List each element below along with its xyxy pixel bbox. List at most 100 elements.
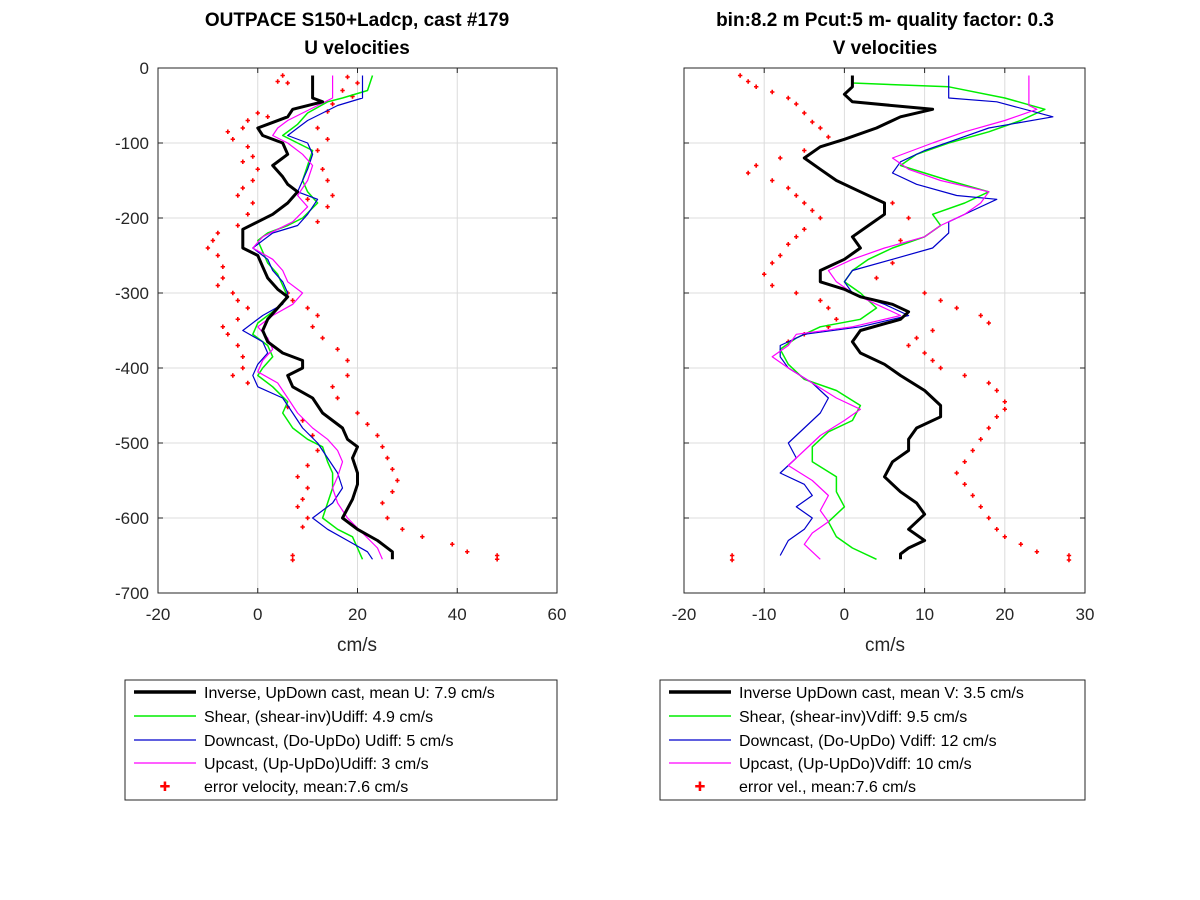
v-error-point [1066,553,1072,558]
v-legend-shear: Shear, (shear-inv)Vdiff: 9.5 cm/s [739,709,967,726]
u-error-point [380,500,385,506]
u-error-point [235,223,240,228]
v-error-point [753,84,759,89]
v-error-point [794,290,799,296]
v-error-point [954,305,959,311]
u-legend-shear: Shear, (shear-inv)Udiff: 4.9 cm/s [204,709,433,726]
v-error-point [745,170,751,176]
u-x-tick-label: 40 [448,605,467,624]
u-error-point [255,167,260,172]
v-error-point [994,388,999,393]
u-legend-upcast: Upcast, (Up-UpDo)Udiff: 3 cm/s [204,756,429,773]
u-error-point [380,444,385,449]
v-error-points [729,73,1072,563]
u-error-point [215,283,221,288]
u-y-tick-label: -400 [115,359,149,378]
u-error-point [400,527,405,532]
u-error-point [465,549,470,554]
u-x-tick-label: 0 [253,605,262,624]
u-error-point [290,553,295,558]
v-error-point [770,178,775,183]
v-error-point [810,119,815,125]
v-x-tick-label: 30 [1076,605,1095,624]
v-error-point [826,134,831,140]
u-error-point [240,185,245,191]
u-error-point [230,137,236,142]
u-error-point [300,497,305,502]
v-axes-frame [683,67,1086,594]
u-error-point [325,137,330,142]
v-error-point [986,425,991,431]
u-error-point [315,125,320,131]
v-error-point [986,515,991,521]
v-error-point [778,155,783,161]
u-error-point [395,478,400,483]
u-downcast-line [242,75,373,560]
u-x-axis-label: cm/s [337,635,377,656]
u-error-point [290,298,295,303]
v-error-point [770,89,775,95]
u-y-tick-label: -200 [115,209,149,228]
u-error-point [310,324,315,329]
u-error-point [420,534,425,539]
v-error-point [818,215,823,221]
v-error-point [1034,549,1040,554]
v-error-point [794,193,799,198]
u-y-tick-label: -500 [115,434,149,453]
u-error-point [305,197,310,202]
u-error-point [355,410,360,416]
v-legend-downcast: Downcast, (Do-UpDo) Vdiff: 12 cm/s [739,733,997,750]
v-error-point [737,73,743,78]
v-shear-line [779,75,1046,560]
u-error-point [305,463,310,468]
u-error-point [315,219,320,224]
u-velocity-panel: OUTPACE S150+Ladcp, cast #179 U velociti… [115,10,566,656]
v-error-point [786,242,791,247]
u-error-point [355,80,360,86]
u-chart-title: OUTPACE S150+Ladcp, cast #179 [205,10,509,31]
v-error-point [978,504,983,509]
v-upcast-line [771,75,1038,560]
v-error-point [802,110,807,116]
v-error-point [994,527,999,532]
v-error-point [826,305,831,311]
v-error-point [762,272,767,277]
u-error-point [265,114,270,119]
u-x-tick-label: -20 [146,605,171,624]
v-error-point [770,260,775,266]
u-x-tick-label: 20 [348,605,367,624]
u-legend-inverse: Inverse, UpDown cast, mean U: 7.9 cm/s [204,685,495,702]
v-chart-title: bin:8.2 m Pcut:5 m- quality factor: 0.3 [716,10,1054,31]
v-legend-error: error vel., mean:7.6 cm/s [739,779,916,796]
v-error-point [1018,542,1024,547]
u-error-point [290,557,295,563]
u-error-point [450,542,455,547]
u-error-point [210,238,216,243]
v-error-point [914,335,919,341]
v-error-point [962,459,967,464]
v-error-point [729,553,735,558]
v-legend-upcast: Upcast, (Up-UpDo)Vdiff: 10 cm/s [739,756,972,773]
v-error-point [930,328,935,333]
v-chart-subtitle: V velocities [833,38,938,59]
v-error-point [834,317,839,322]
u-error-point [235,343,240,348]
u-error-point [245,212,250,217]
u-error-point [240,159,245,164]
u-y-tick-label: -100 [115,134,149,153]
v-error-point [810,208,815,213]
u-error-point [245,118,250,123]
v-legend: Inverse UpDown cast, mean V: 3.5 cm/s Sh… [659,679,1086,801]
v-error-point [970,493,975,498]
v-x-tick-label: 0 [840,605,849,624]
u-error-point [305,515,310,521]
v-velocity-panel: bin:8.2 m Pcut:5 m- quality factor: 0.3 … [672,10,1095,656]
v-x-tick-label: 10 [915,605,934,624]
u-error-point [305,305,310,311]
u-error-point [220,275,226,281]
u-error-point [280,73,285,78]
u-error-point [250,154,255,159]
u-y-tick-label: -300 [115,284,149,303]
u-error-point [330,193,335,198]
u-error-point [305,485,310,491]
